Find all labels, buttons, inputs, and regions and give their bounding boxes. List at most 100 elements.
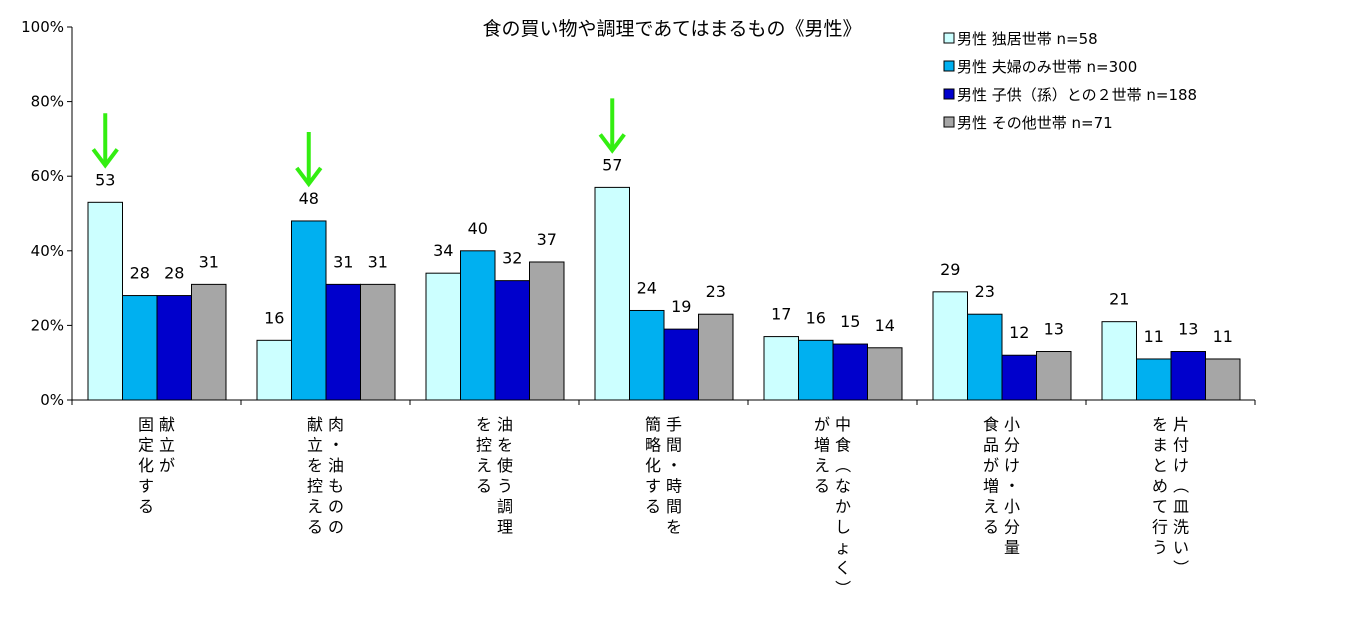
category-label-char: 簡 (645, 415, 661, 434)
category-label-char: 小 (1004, 497, 1020, 516)
y-tick-label: 20% (31, 316, 64, 334)
arrow-head (295, 166, 323, 188)
bar (1170, 351, 1206, 401)
data-label: 28 (164, 264, 184, 283)
category-label-char: る (645, 497, 661, 516)
category-label-char: な (835, 477, 851, 496)
category-label-char: の (328, 518, 344, 537)
bar (460, 250, 496, 401)
data-label: 53 (95, 170, 115, 189)
category-label-char: め (1152, 477, 1168, 496)
data-label: 24 (637, 278, 657, 297)
bar (629, 309, 665, 401)
data-label: 28 (130, 264, 150, 283)
category-label-char: 化 (138, 456, 154, 475)
y-tick-label: 80% (31, 93, 64, 111)
category-label-char: て (1152, 497, 1168, 516)
data-label: 29 (940, 260, 960, 279)
x-axis (71, 399, 1256, 405)
category-label-char: 控 (476, 436, 492, 455)
data-label: 57 (602, 155, 622, 174)
category-label-char: と (1152, 456, 1168, 475)
highlight-arrow (295, 131, 323, 188)
bar (663, 328, 699, 401)
category-label-char: 使 (497, 456, 513, 475)
data-label: 12 (1009, 323, 1029, 342)
category-label-char: 行 (1152, 518, 1168, 537)
category-label-char: ・ (1004, 477, 1020, 496)
category-label-char: ・ (666, 456, 682, 475)
category-label-char: う (1152, 538, 1168, 557)
bar (967, 313, 1003, 401)
category-label-char: え (476, 456, 492, 475)
category-label-char: 食 (835, 436, 851, 455)
bar (1001, 354, 1037, 401)
data-label: 31 (199, 252, 219, 271)
category-label-char: る (476, 477, 492, 496)
data-label: 16 (264, 308, 284, 327)
data-label: 23 (706, 282, 726, 301)
bar (798, 339, 834, 401)
highlight-arrow (91, 113, 119, 169)
category-label-char: 時 (666, 477, 682, 496)
category-label-char: 増 (983, 477, 999, 496)
category-label-char: を (1152, 415, 1168, 434)
category-label-char: 食 (983, 415, 999, 434)
category-label-char: え (814, 456, 830, 475)
category-label-char: う (497, 477, 513, 496)
category-label-char: を (666, 518, 682, 537)
category-label-char: け (1004, 456, 1020, 475)
category-label-char: 肉 (328, 415, 344, 434)
legend-swatch (943, 116, 955, 128)
category-label-char: 理 (497, 518, 513, 537)
category-label-char: （ (1171, 477, 1190, 493)
category-label-char: す (645, 477, 661, 496)
data-label: 40 (468, 219, 488, 238)
category-label-char: も (328, 477, 344, 496)
highlight-arrows (91, 98, 626, 188)
category-label-char: く (835, 559, 851, 578)
bar (360, 283, 396, 401)
data-label: 48 (299, 189, 319, 208)
legend-swatch (943, 60, 955, 72)
bar (494, 280, 530, 401)
data-label: 23 (975, 282, 995, 301)
y-axis: 0% 20% 40% 60% 80% 100% (21, 18, 73, 409)
legend-label: 男性 その他世帯 n=71 (957, 114, 1113, 132)
category-labels: 献立が固定化する肉・油ものの献立を控える油を使う調理を控える手間・時間を簡略化す… (138, 415, 1190, 596)
data-label: 37 (537, 230, 557, 249)
data-label: 34 (433, 241, 453, 260)
bar (291, 220, 327, 401)
category-label-char: 小 (1004, 415, 1020, 434)
data-label: 13 (1044, 320, 1064, 339)
category-label-char: が (983, 456, 999, 475)
category-label-char: る (983, 518, 999, 537)
category-label-char: 献 (159, 415, 175, 434)
category-label-char: 控 (307, 477, 323, 496)
category-label-char: す (138, 477, 154, 496)
category-label-char: 定 (138, 436, 154, 455)
category-label-char: （ (833, 457, 852, 473)
category-label-char: い (1173, 538, 1189, 557)
data-label: 13 (1178, 320, 1198, 339)
category-label-char: ま (1152, 436, 1168, 455)
bar (594, 186, 630, 401)
data-label: 16 (806, 308, 826, 327)
category-label-char: 手 (666, 415, 682, 434)
data-label: 19 (671, 297, 691, 316)
category-label-char: 略 (645, 436, 661, 455)
legend-swatch (943, 32, 955, 44)
category-label-char: 洗 (1173, 518, 1189, 537)
category-label-char: か (835, 497, 851, 516)
data-label: 14 (875, 316, 895, 335)
category-label-char: け (1173, 456, 1189, 475)
category-label-char: る (814, 477, 830, 496)
data-label: 17 (771, 305, 791, 324)
legend-label: 男性 子供（孫）との２世帯 n=188 (957, 86, 1197, 104)
category-label-char: し (835, 518, 851, 537)
legend-label: 男性 夫婦のみ世帯 n=300 (957, 58, 1137, 76)
data-label: 15 (840, 312, 860, 331)
bar (1136, 358, 1172, 401)
category-label-char: 間 (666, 497, 682, 516)
bar (191, 283, 227, 401)
